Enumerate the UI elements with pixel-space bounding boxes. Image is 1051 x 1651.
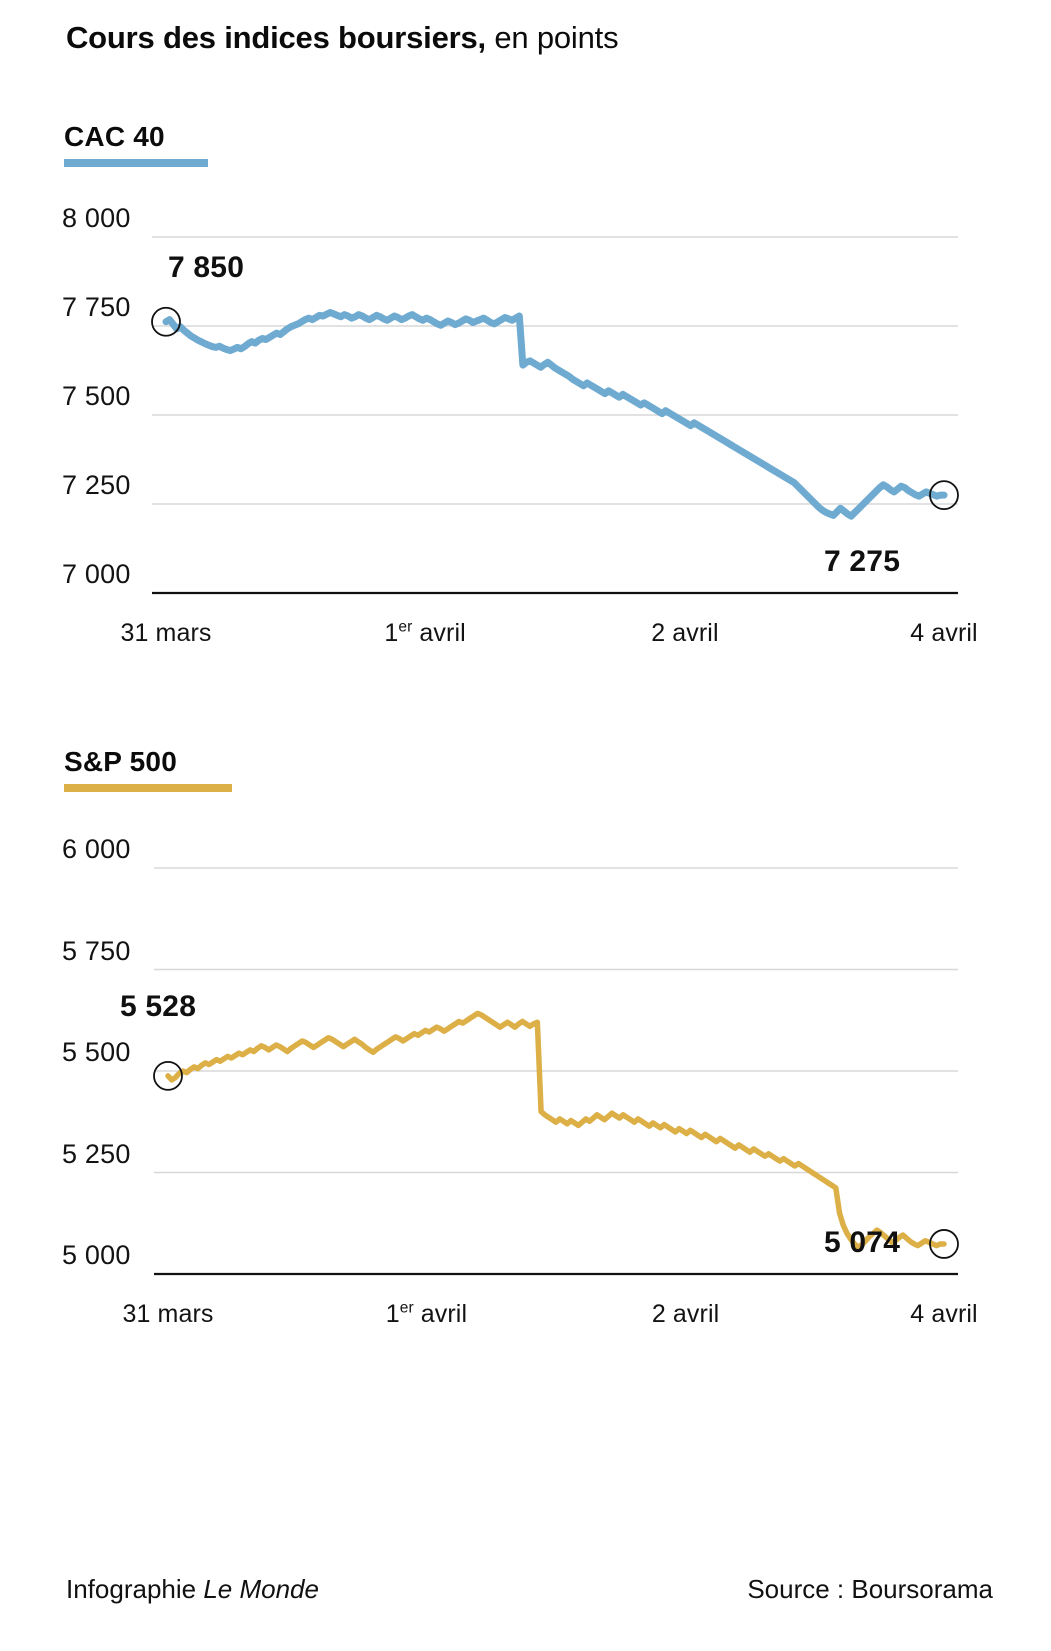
chart-svg-sp500 — [153, 867, 959, 1276]
y-axis-tick-label: 5 750 — [62, 935, 131, 966]
y-axis-tick-label: 7 500 — [62, 381, 131, 411]
x-axis-tick-label: 2 avril — [651, 619, 719, 647]
section-accent-rule-cac40 — [64, 159, 208, 167]
y-axis-tick-label: 7 000 — [62, 559, 131, 589]
x-axis-tick-label: 4 avril — [910, 1300, 978, 1328]
plot-area-cac40: 8 000 7 750 7 500 7 250 7 000 31 mars 1er avri… — [0, 203, 1051, 685]
y-axis-tick-label: 7 250 — [62, 470, 131, 500]
chart-sp500: 6 000 5 750 5 500 5 250 5 000 31 mars 1er avri… — [0, 834, 1051, 1358]
chart-svg-cac40 — [151, 236, 959, 595]
end-value-label-sp500: 5 074 — [824, 1226, 901, 1259]
x-axis-tick-label: 4 avril — [910, 619, 978, 647]
page-title-bold: Cours des indices boursiers, — [66, 20, 486, 55]
section-accent-rule-sp500 — [64, 784, 232, 792]
page-title-regular: en points — [485, 20, 619, 55]
section-label-cac40: CAC 40 — [64, 121, 165, 152]
start-point-marker-sp500 — [153, 1060, 183, 1091]
footer-source: Source : Boursorama — [747, 1574, 993, 1604]
x-axis-tick-label: 31 mars — [120, 619, 212, 647]
end-point-marker-sp500 — [929, 1229, 959, 1259]
chart-cac40: 8 000 7 750 7 500 7 250 7 000 31 mars 1er avri… — [0, 203, 1051, 685]
start-value-label-sp500: 5 528 — [120, 990, 197, 1023]
y-axis-tick-label: 5 000 — [62, 1240, 131, 1270]
end-point-marker-cac40 — [929, 480, 959, 511]
x-axis-tick-label: 2 avril — [651, 1300, 720, 1328]
section-header-sp500: S&P 500 — [64, 745, 232, 792]
plot-area-sp500: 6 000 5 750 5 500 5 250 5 000 31 mars 1er avri… — [0, 834, 1051, 1358]
start-value-label-cac40: 7 850 — [168, 251, 245, 284]
y-axis-tick-label: 6 000 — [62, 834, 131, 864]
footer: Infographie Le Monde Source : Boursorama — [0, 1574, 1051, 1618]
page-title: Cours des indices boursiers, en points — [66, 18, 619, 58]
y-axis-tick-label: 8 000 — [62, 203, 131, 233]
y-axis-tick-label: 5 250 — [62, 1138, 131, 1169]
x-axis-tick-label: 1er avril — [384, 618, 466, 647]
series-line-sp500 — [165, 1010, 947, 1250]
section-header-cac40: CAC 40 — [64, 120, 208, 167]
series-line-cac40 — [162, 308, 948, 520]
x-axis-tick-label: 31 mars — [122, 1300, 214, 1328]
end-value-label-cac40: 7 275 — [824, 545, 901, 578]
x-axis-tick-label: 1er avril — [385, 1299, 468, 1328]
footer-credit-brand: Le Monde — [203, 1574, 319, 1604]
section-label-sp500: S&P 500 — [64, 746, 177, 777]
start-point-marker-cac40 — [151, 306, 181, 337]
footer-credit-prefix: Infographie — [66, 1574, 204, 1604]
footer-credit: Infographie Le Monde — [66, 1574, 319, 1605]
y-axis-tick-label: 7 750 — [62, 292, 131, 322]
y-axis-tick-label: 5 500 — [62, 1037, 131, 1067]
